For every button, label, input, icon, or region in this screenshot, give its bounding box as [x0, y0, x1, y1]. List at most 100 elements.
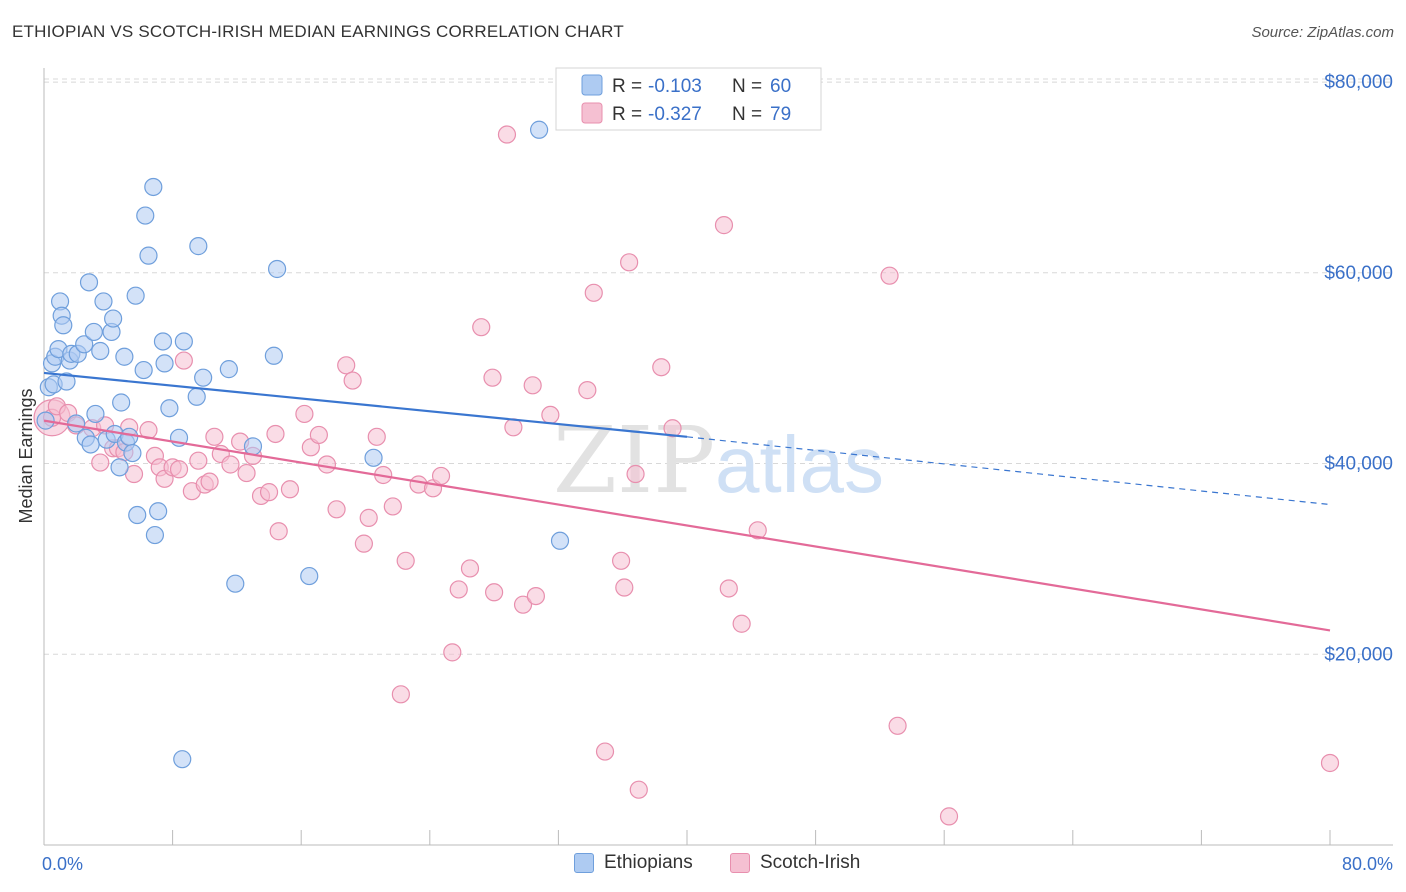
scotch-irish-point	[578, 381, 597, 400]
scotch-irish-point	[309, 425, 328, 445]
ethiopians-point	[112, 393, 131, 412]
scotch-irish-point	[359, 508, 378, 527]
chart-source: Source: ZipAtlas.com	[1251, 24, 1394, 41]
ethiopians-point	[67, 414, 86, 433]
scotch-irish-point	[443, 643, 462, 662]
scotch-irish-point	[714, 216, 734, 235]
legend-n-value-ethiopians: 60	[770, 76, 791, 97]
ethiopians-point	[226, 574, 245, 593]
scotch-irish-point	[615, 578, 634, 597]
legend-n-label-ethiopians: N =	[732, 76, 762, 97]
scotch-irish-point	[629, 780, 648, 799]
scotch-irish-point	[888, 716, 907, 735]
scotch-irish-point	[497, 125, 517, 144]
legend-r-value-scotch-irish: -0.327	[648, 104, 702, 125]
scotch-irish-point	[620, 253, 639, 272]
legend-swatch-ethiopians	[581, 74, 603, 96]
scotch-irish-point	[483, 368, 502, 387]
watermark-atlas: atlas	[715, 420, 884, 509]
ethiopians-point	[79, 273, 99, 292]
ethiopians-point	[264, 346, 283, 365]
scotch-irish-point	[91, 453, 110, 472]
ethiopians-point	[530, 120, 549, 139]
scotch-irish-point	[626, 464, 645, 484]
bottom-legend-ethiopians[interactable]: Ethiopians	[574, 852, 693, 874]
scotch-irish-point	[460, 559, 480, 578]
ethiopians-point	[91, 341, 110, 361]
scotch-irish-point	[259, 483, 279, 502]
ethiopians-points	[36, 120, 570, 769]
legend-n-label-scotch-irish: N =	[732, 104, 762, 125]
y-axis-tick-labels: $20,000 $40,000 $60,000 $80,000	[1324, 72, 1393, 665]
scotch-irish-point	[732, 614, 751, 633]
ethiopians-point	[550, 531, 570, 550]
ethiopians-point	[155, 354, 174, 373]
scotch-irish-point	[367, 427, 386, 446]
bottom-legend-label-ethiopians: Ethiopians	[604, 852, 693, 873]
ethiopians-point	[189, 237, 208, 256]
scotch-irish-point	[663, 419, 682, 438]
scotch-irish-point	[595, 742, 615, 761]
scotch-irish-point	[719, 579, 738, 598]
scotch-irish-point	[169, 460, 189, 479]
x-tick-label-min: 0.0%	[42, 854, 83, 874]
scotch-irish-point	[189, 451, 208, 470]
ethiopians-point	[144, 177, 163, 197]
ethiopians-point	[94, 292, 113, 311]
scotch-irish-point	[391, 685, 410, 704]
ethiopians-point	[160, 399, 179, 418]
ethiopians-point	[243, 437, 263, 456]
scotch-irish-point	[396, 551, 415, 570]
ethiopians-point	[364, 448, 383, 467]
ethiopians-point	[110, 458, 129, 477]
scotch-irish-point	[584, 283, 603, 302]
legend-r-value-ethiopians: -0.103	[648, 76, 702, 97]
scotch-irish-point	[317, 455, 337, 474]
scotch-irish-point	[269, 522, 288, 541]
ethiopians-point	[126, 286, 145, 305]
scotch-irish-points	[33, 125, 1340, 826]
scotch-irish-point	[200, 472, 219, 491]
bottom-legend-label-scotch-irish: Scotch-Irish	[760, 852, 861, 873]
ethiopians-point	[187, 387, 206, 406]
ethiopians-point	[267, 259, 287, 279]
ethiopians-point	[57, 372, 76, 391]
ethiopians-point	[86, 404, 105, 424]
y-axis-title: Median Earnings	[16, 388, 36, 523]
ethiopians-point	[104, 309, 123, 328]
scotch-irish-point	[523, 376, 542, 395]
x-tick-label-max: 80.0%	[1342, 854, 1393, 874]
ethiopians-point	[300, 566, 319, 586]
scotch-irish-point	[939, 807, 959, 826]
scotch-irish-point	[652, 358, 671, 377]
legend-r-label-scotch-irish: R =	[612, 104, 642, 125]
bottom-legend-scotch-irish[interactable]: Scotch-Irish	[730, 852, 860, 874]
scotch-irish-point	[513, 595, 533, 614]
scotch-irish-point	[472, 318, 491, 337]
scotch-irish-point	[221, 455, 240, 474]
x-axis-ticks	[43, 830, 1331, 845]
ethiopians-point	[194, 368, 213, 387]
scotch-irish-point	[1320, 753, 1340, 773]
axes	[43, 68, 1393, 846]
y-tick-label: $40,000	[1324, 454, 1393, 475]
scotch-irish-point	[880, 266, 899, 285]
ethiopians-point	[75, 335, 94, 354]
scotch-irish-point	[295, 404, 314, 424]
ethiopians-point	[174, 332, 193, 351]
scotch-irish-point	[526, 586, 545, 606]
scotch-irish-point	[354, 534, 373, 553]
ethiopians-point	[115, 347, 134, 366]
scotch-irish-point	[237, 463, 256, 483]
scotch-irish-point	[205, 427, 224, 446]
ethiopians-point	[81, 435, 100, 454]
scotch-irish-point	[174, 351, 193, 370]
y-tick-label: $20,000	[1324, 644, 1393, 665]
y-tick-label: $80,000	[1324, 72, 1393, 93]
scotch-irish-point	[504, 418, 523, 437]
scotch-irish-point	[485, 583, 504, 602]
watermark: ZIP atlas	[553, 407, 884, 514]
ethiopians-point	[136, 206, 155, 225]
ethiopians-point	[139, 246, 158, 265]
